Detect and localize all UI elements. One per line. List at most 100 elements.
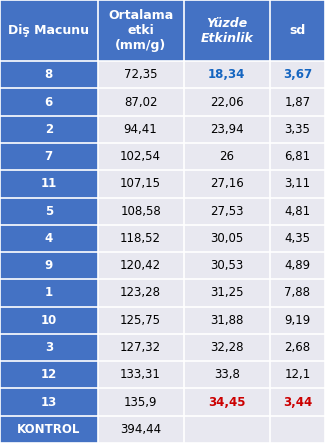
Bar [184, 307, 270, 334]
Bar [98, 389, 184, 416]
Bar [0, 307, 98, 334]
Bar [270, 61, 325, 89]
Bar [184, 252, 270, 280]
Bar [184, 361, 270, 389]
Bar [270, 170, 325, 198]
Text: 31,88: 31,88 [210, 314, 243, 327]
Bar [98, 334, 184, 361]
Bar [98, 280, 184, 307]
Text: 8: 8 [45, 68, 53, 81]
Bar [0, 334, 98, 361]
Text: 6,81: 6,81 [284, 150, 310, 163]
Text: 135,9: 135,9 [124, 396, 157, 408]
Text: 2: 2 [45, 123, 53, 136]
Text: 120,42: 120,42 [120, 259, 161, 272]
Bar [184, 198, 270, 225]
Bar [184, 61, 270, 89]
Text: 27,53: 27,53 [210, 205, 243, 218]
Text: 4,35: 4,35 [284, 232, 310, 245]
Text: 72,35: 72,35 [124, 68, 157, 81]
Text: KONTROL: KONTROL [17, 423, 81, 436]
Bar [0, 280, 98, 307]
Bar [0, 252, 98, 280]
Bar [270, 307, 325, 334]
Bar [98, 307, 184, 334]
Bar [98, 252, 184, 280]
Text: 26: 26 [219, 150, 234, 163]
Text: 9: 9 [45, 259, 53, 272]
Bar [0, 170, 98, 198]
Text: 3,44: 3,44 [283, 396, 312, 408]
Text: 27,16: 27,16 [210, 177, 243, 190]
Text: 31,25: 31,25 [210, 287, 243, 299]
Text: 4: 4 [45, 232, 53, 245]
Bar [0, 89, 98, 116]
Bar [184, 280, 270, 307]
Text: 30,53: 30,53 [210, 259, 243, 272]
Text: 9,19: 9,19 [284, 314, 310, 327]
Bar [184, 170, 270, 198]
Text: 3,35: 3,35 [284, 123, 310, 136]
Text: 4,81: 4,81 [284, 205, 310, 218]
Text: 1,87: 1,87 [284, 96, 310, 109]
Bar [270, 143, 325, 170]
Bar [270, 198, 325, 225]
Bar [270, 252, 325, 280]
Text: 30,05: 30,05 [210, 232, 243, 245]
Text: 127,32: 127,32 [120, 341, 161, 354]
Bar [0, 225, 98, 252]
Text: Yüzde
Etkinlik: Yüzde Etkinlik [200, 16, 253, 45]
Text: Ortalama
etki
(mm/g): Ortalama etki (mm/g) [108, 9, 173, 52]
Bar [98, 416, 184, 443]
Bar [0, 143, 98, 170]
Text: 7: 7 [45, 150, 53, 163]
Text: 12: 12 [41, 368, 57, 381]
Bar [270, 334, 325, 361]
Bar [270, 361, 325, 389]
Text: 118,52: 118,52 [120, 232, 161, 245]
Bar [270, 389, 325, 416]
Text: 22,06: 22,06 [210, 96, 243, 109]
Bar [0, 389, 98, 416]
Bar [0, 198, 98, 225]
Bar [270, 280, 325, 307]
Bar [0, 0, 325, 61]
Text: 33,8: 33,8 [214, 368, 240, 381]
Text: 94,41: 94,41 [124, 123, 157, 136]
Text: 123,28: 123,28 [120, 287, 161, 299]
Bar [270, 89, 325, 116]
Text: 3,67: 3,67 [283, 68, 312, 81]
Text: 11: 11 [41, 177, 57, 190]
Bar [184, 334, 270, 361]
Bar [184, 116, 270, 143]
Text: 6: 6 [45, 96, 53, 109]
Bar [98, 116, 184, 143]
Bar [184, 143, 270, 170]
Bar [0, 361, 98, 389]
Text: 7,88: 7,88 [284, 287, 310, 299]
Bar [184, 416, 270, 443]
Bar [98, 143, 184, 170]
Bar [270, 116, 325, 143]
Text: 34,45: 34,45 [208, 396, 245, 408]
Text: 13: 13 [41, 396, 57, 408]
Bar [184, 225, 270, 252]
Text: sd: sd [289, 24, 306, 37]
Text: 108,58: 108,58 [120, 205, 161, 218]
Bar [0, 116, 98, 143]
Text: 125,75: 125,75 [120, 314, 161, 327]
Bar [0, 61, 98, 89]
Text: 4,89: 4,89 [284, 259, 310, 272]
Bar [98, 170, 184, 198]
Bar [98, 61, 184, 89]
Bar [98, 198, 184, 225]
Text: 394,44: 394,44 [120, 423, 161, 436]
Text: 5: 5 [45, 205, 53, 218]
Text: 133,31: 133,31 [120, 368, 161, 381]
Text: 12,1: 12,1 [284, 368, 310, 381]
Bar [98, 361, 184, 389]
Text: 107,15: 107,15 [120, 177, 161, 190]
Bar [98, 89, 184, 116]
Bar [98, 225, 184, 252]
Bar [270, 416, 325, 443]
